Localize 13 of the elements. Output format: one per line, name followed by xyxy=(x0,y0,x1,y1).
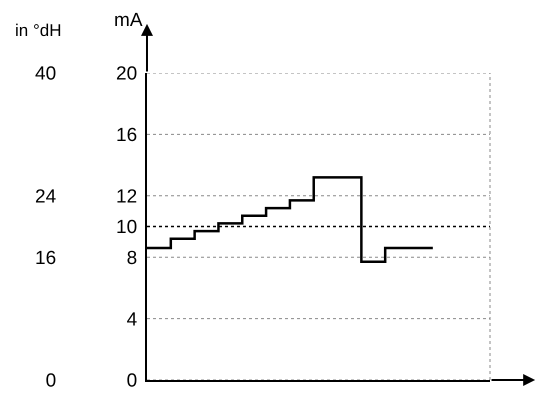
y-tick-label: 0 xyxy=(126,370,138,392)
y2-tick-label: 0 xyxy=(46,370,56,392)
y2-tick-label: 40 xyxy=(35,64,56,85)
y-axis-title: mA xyxy=(114,10,143,31)
y-tick-label: 10 xyxy=(116,217,138,238)
y2-axis-title: in °dH xyxy=(15,21,62,40)
y-tick-label: 20 xyxy=(116,64,138,85)
y-tick-label: 4 xyxy=(126,309,138,330)
y-tick-label: 8 xyxy=(126,248,138,269)
y2-tick-label: 24 xyxy=(35,186,57,208)
y2-tick-label: 16 xyxy=(35,248,56,269)
y-tick-label: 16 xyxy=(116,125,138,146)
y-tick-label: 12 xyxy=(116,186,138,208)
